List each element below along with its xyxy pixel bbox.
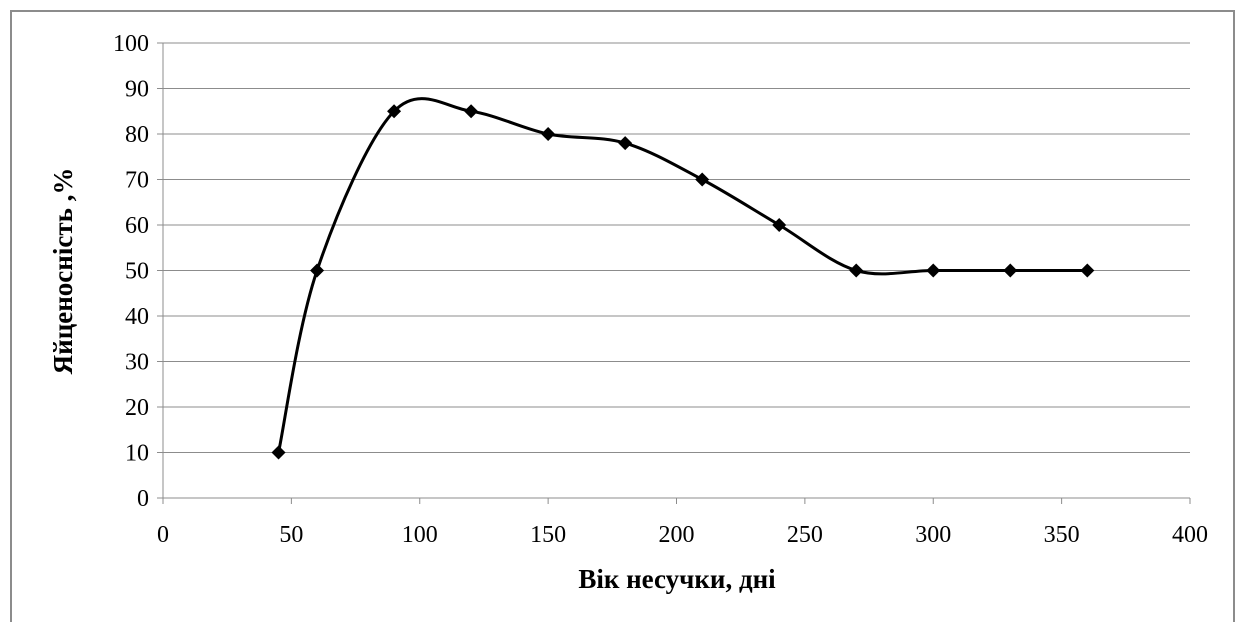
data-point-120 — [464, 104, 479, 119]
tick-labels: 0 10 20 30 40 50 60 70 80 90 100 0 50 100 150 200 250 300… — [113, 31, 1208, 548]
x-tick-label-350: 350 — [1044, 522, 1080, 548]
y-tick-label-60: 60 — [125, 213, 149, 239]
x-tick-label-300: 300 — [915, 522, 951, 548]
gridlines — [163, 42, 1190, 453]
y-tick-label-0: 0 — [137, 486, 149, 512]
y-tick-label-90: 90 — [125, 77, 149, 103]
x-tick-label-0: 0 — [157, 522, 169, 548]
data-point-180 — [618, 136, 633, 151]
x-tick-label-150: 150 — [530, 522, 566, 548]
x-tick-label-50: 50 — [279, 522, 303, 548]
x-tick-label-250: 250 — [787, 522, 823, 548]
x-axis-title: Вік несучки, дні — [578, 564, 776, 594]
data-point-240 — [772, 218, 787, 232]
data-point-210 — [695, 172, 710, 187]
data-point-45 — [271, 445, 286, 460]
x-tick-label-400: 400 — [1172, 522, 1208, 548]
x-tick-label-100: 100 — [402, 522, 438, 548]
data-point-300 — [926, 263, 941, 278]
chart-frame — [10, 10, 1235, 622]
y-axis-title: Яйценосність ,% — [48, 168, 78, 375]
y-tick-label-70: 70 — [125, 168, 149, 194]
y-tick-label-10: 10 — [125, 441, 149, 467]
y-tick-label-100: 100 — [113, 31, 149, 57]
series-line-0 — [277, 97, 1088, 453]
data-point-270 — [849, 263, 864, 278]
series-layer — [271, 97, 1095, 460]
y-tick-label-80: 80 — [125, 122, 149, 148]
y-tick-label-20: 20 — [125, 395, 149, 421]
y-tick-label-40: 40 — [125, 304, 149, 330]
data-point-150 — [541, 127, 556, 141]
axes — [157, 42, 1191, 504]
data-point-60 — [310, 263, 325, 278]
data-point-360 — [1080, 263, 1095, 278]
x-tick-label-200: 200 — [659, 522, 695, 548]
y-tick-label-30: 30 — [125, 350, 149, 376]
data-point-90 — [387, 104, 402, 119]
data-point-330 — [1003, 263, 1018, 278]
y-tick-label-50: 50 — [125, 259, 149, 285]
